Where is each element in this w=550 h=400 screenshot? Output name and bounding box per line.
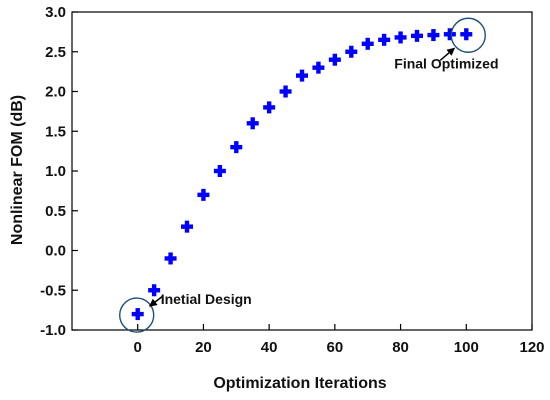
data-point — [131, 308, 144, 321]
data-points — [131, 28, 473, 321]
y-tick-label: 1.0 — [45, 163, 66, 180]
data-point — [164, 252, 177, 265]
data-point-vbar — [168, 252, 173, 265]
y-tick-label: 1.5 — [45, 123, 66, 140]
data-point-vbar — [266, 101, 272, 114]
x-tick-label: 60 — [327, 339, 344, 356]
y-tick-label: -0.5 — [40, 282, 66, 299]
data-point — [312, 61, 325, 74]
x-axis-ticks: 0 20 40 60 80 100 120 — [134, 324, 545, 356]
x-tick-label: 40 — [261, 339, 278, 356]
y-tick-label: 0.0 — [45, 243, 66, 260]
data-point — [378, 33, 391, 46]
x-tick-label: 120 — [519, 339, 544, 356]
data-point-vbar — [151, 284, 157, 297]
data-point-vbar — [201, 188, 206, 201]
y-tick-label: -1.0 — [40, 322, 66, 339]
initial-design-circle — [119, 297, 155, 333]
data-point — [246, 117, 259, 130]
data-point — [361, 37, 374, 50]
data-point — [460, 28, 473, 41]
data-point-vbar — [283, 85, 288, 98]
y-tick-label: 0.5 — [45, 203, 66, 220]
x-tick-label: 0 — [134, 339, 142, 356]
y-axis-title: Nonlinear FOM (dB) — [9, 95, 26, 245]
data-point-vbar — [398, 31, 403, 44]
data-point-vbar — [299, 69, 305, 82]
data-point — [213, 165, 226, 177]
data-point — [328, 53, 341, 66]
data-point — [148, 284, 161, 297]
data-point-vbar — [447, 28, 453, 41]
data-point-vbar — [316, 61, 321, 74]
y-tick-label: 2.0 — [45, 84, 66, 101]
final-optimized-label: Final Optimized — [394, 55, 498, 71]
data-point-vbar — [250, 117, 255, 130]
data-point — [230, 141, 243, 154]
y-tick-label: 2.5 — [45, 44, 66, 61]
data-point-vbar — [332, 53, 338, 66]
data-point-vbar — [135, 308, 140, 321]
data-point-vbar — [365, 37, 370, 50]
data-point-vbar — [234, 141, 239, 154]
initial-design-arrow — [148, 295, 164, 307]
data-point — [197, 188, 210, 201]
x-tick-label: 80 — [392, 339, 409, 356]
final-optimized-arrow — [439, 47, 456, 61]
data-point-vbar — [349, 45, 354, 58]
data-point — [296, 69, 308, 82]
data-point — [181, 220, 193, 233]
x-axis-title: Optimization Iterations — [213, 375, 386, 392]
data-point-vbar — [184, 220, 190, 233]
final-optimized-circle — [450, 17, 486, 53]
data-point — [345, 45, 358, 58]
data-point-vbar — [381, 33, 387, 46]
x-tick-label: 100 — [454, 339, 479, 356]
data-point — [394, 31, 407, 44]
x-tick-label: 20 — [195, 339, 212, 356]
y-tick-label: 3.0 — [45, 4, 66, 21]
data-point-vbar — [414, 29, 420, 42]
data-point-vbar — [464, 28, 469, 41]
data-point — [263, 101, 276, 114]
data-point — [411, 29, 423, 42]
data-point — [443, 28, 456, 41]
data-point — [279, 85, 292, 98]
initial-design-label: Inetial Design — [161, 291, 252, 307]
data-point — [427, 29, 440, 42]
data-point-vbar — [217, 165, 223, 177]
y-axis-ticks: -1.0 -0.5 0.0 0.5 1.0 1.5 2.0 2.5 3.0 — [40, 4, 78, 339]
data-point-vbar — [431, 29, 436, 42]
annotations: Inetial Design Final Optimized — [119, 17, 499, 333]
